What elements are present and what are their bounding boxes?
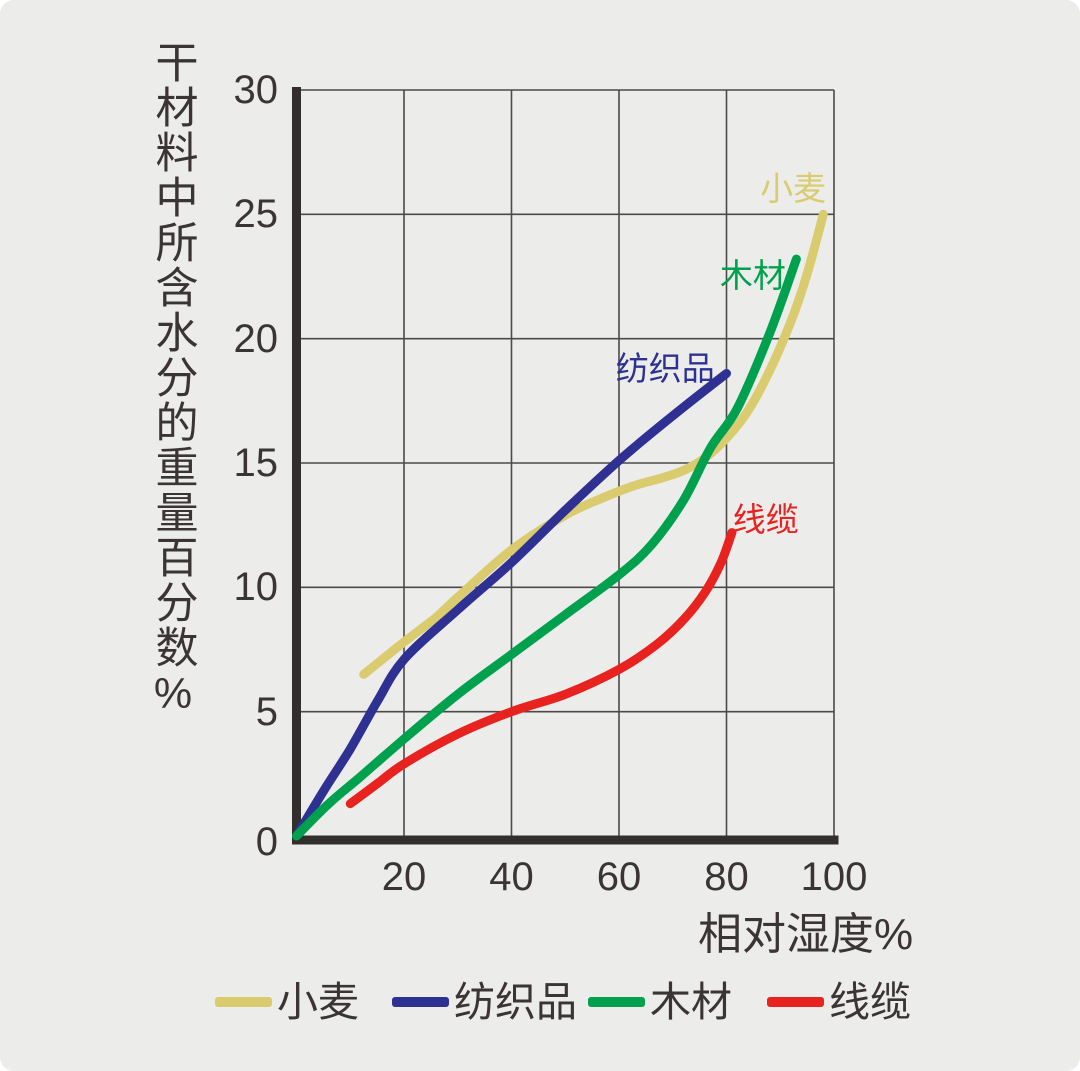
x-axis-title: 相对湿度% bbox=[698, 910, 914, 959]
y-tick-label-30: 30 bbox=[233, 67, 279, 112]
curve-label-wood: 木材 bbox=[719, 257, 786, 295]
legend-label-wood: 木材 bbox=[650, 979, 732, 1025]
curve-label-cable: 线缆 bbox=[732, 501, 799, 539]
legend-swatch-wheat bbox=[215, 997, 272, 1007]
y-tick-label-10: 10 bbox=[233, 565, 279, 610]
curve-textiles bbox=[292, 369, 731, 841]
x-tick-label-80: 80 bbox=[704, 855, 749, 899]
y-tick-label-15: 15 bbox=[233, 440, 279, 485]
curve-label-textiles: 纺织品 bbox=[615, 349, 715, 387]
curve-wheat bbox=[359, 209, 828, 679]
x-tick-label-100: 100 bbox=[800, 855, 868, 899]
legend-label-wheat: 小麦 bbox=[277, 979, 359, 1025]
x-tick-label-60: 60 bbox=[596, 855, 642, 899]
curve-label-wheat: 小麦 bbox=[760, 170, 827, 208]
curve-cable bbox=[345, 528, 737, 809]
legend-swatch-cable bbox=[767, 997, 824, 1007]
legend-label-cable: 线缆 bbox=[829, 979, 911, 1025]
legend-label-textiles: 纺织品 bbox=[454, 979, 577, 1025]
y-tick-label-20: 20 bbox=[233, 316, 279, 361]
legend-swatch-textiles bbox=[392, 997, 449, 1007]
curve-wood bbox=[292, 254, 801, 841]
x-tick-label-40: 40 bbox=[489, 855, 534, 899]
x-tick-label-20: 20 bbox=[381, 855, 427, 899]
y-tick-label-0: 0 bbox=[255, 820, 278, 864]
y-tick-label-25: 25 bbox=[233, 192, 279, 237]
legend-swatch-wood bbox=[588, 997, 645, 1007]
y-axis-title: 干材料中所含水分的重量百分数% bbox=[149, 40, 197, 720]
y-tick-label-5: 5 bbox=[255, 689, 278, 734]
